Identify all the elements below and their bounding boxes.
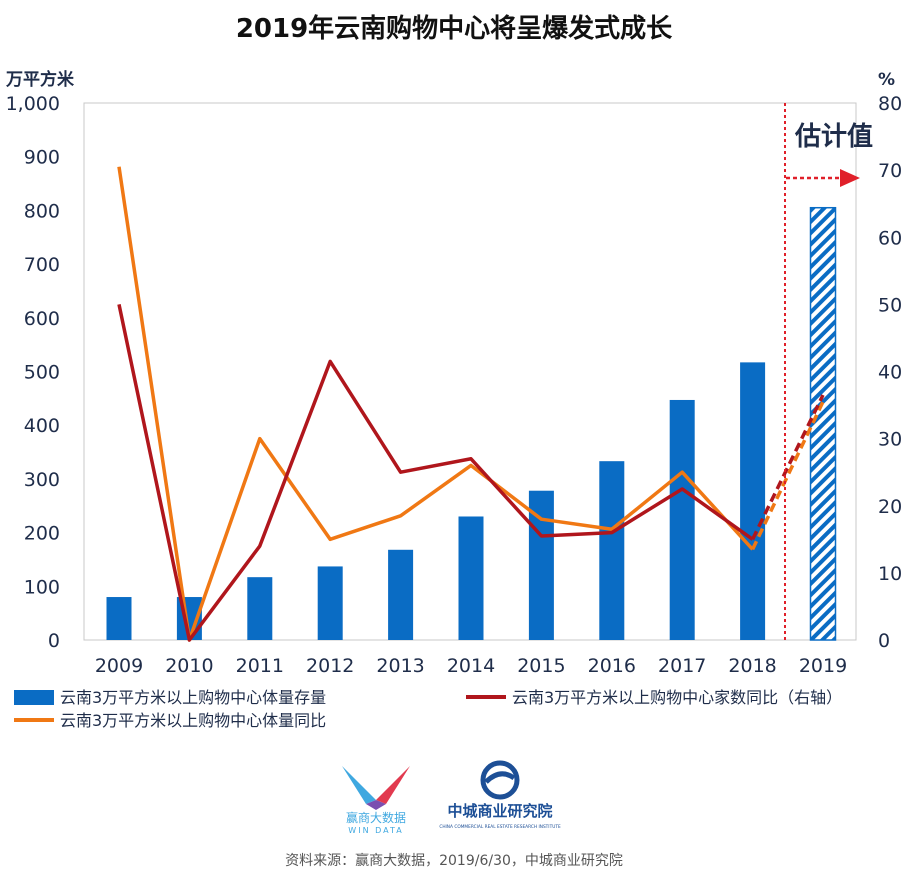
bar	[247, 577, 273, 640]
legend-label-area: 云南3万平方米以上购物中心体量同比	[60, 711, 327, 730]
x-tick-label: 2010	[165, 655, 213, 677]
line-area-yoy	[117, 166, 754, 642]
y-left-tick-label: 700	[24, 254, 60, 276]
bar	[106, 597, 132, 640]
x-tick-label: 2014	[447, 655, 495, 677]
zhongcheng-logo-en: CHINA COMMERCIAL REAL ESTATE RESEARCH IN…	[439, 824, 561, 830]
y-right-tick-label: 0	[878, 630, 890, 652]
y-right-tick-label: 10	[878, 563, 902, 585]
legend-item-area-line: 云南3万平方米以上购物中心体量同比	[14, 707, 326, 731]
legend-swatch-bar	[14, 690, 54, 705]
bar	[740, 362, 766, 640]
y-left-tick-label: 1,000	[6, 93, 60, 115]
zhongcheng-logo-cn: 中城商业研究院	[447, 802, 552, 820]
bar	[528, 490, 554, 640]
legend-swatch-area	[14, 718, 54, 722]
bar	[458, 516, 484, 640]
y-left-tick-label: 0	[48, 630, 60, 652]
line-count-yoy-estimate	[751, 394, 825, 541]
y-left-tick-label: 900	[24, 147, 60, 169]
y-left-unit: 万平方米	[5, 69, 75, 90]
legend-swatch-count	[466, 695, 506, 699]
x-tick-label: 2016	[588, 655, 636, 677]
y-right-tick-label: 20	[878, 496, 902, 518]
y-left-axis: 0 100 200 300 400 500 600 700 800 900 1,000	[6, 93, 60, 652]
y-right-tick-label: 80	[878, 93, 902, 115]
x-tick-label: 2015	[517, 655, 565, 677]
bar-series	[106, 206, 837, 641]
y-left-tick-label: 200	[24, 523, 60, 545]
x-tick-label: 2013	[376, 655, 424, 677]
y-left-tick-label: 600	[24, 308, 60, 330]
y-right-unit: %	[878, 70, 895, 90]
x-tick-label: 2017	[658, 655, 706, 677]
line-series	[117, 166, 825, 642]
x-tick-label: 2018	[728, 655, 776, 677]
bar	[317, 566, 343, 640]
x-tick-label: 2019	[799, 655, 847, 677]
y-right-tick-label: 30	[878, 429, 902, 451]
win-data-logo: 赢商大数据 WIN DATA	[342, 766, 410, 835]
y-right-tick-label: 40	[878, 362, 902, 384]
chart-title: 2019年云南购物中心将呈爆发式成长	[235, 14, 673, 44]
legend-label-count: 云南3万平方米以上购物中心家数同比（右轴）	[512, 688, 843, 707]
x-tick-label: 2012	[306, 655, 354, 677]
estimate-label: 估计值	[794, 122, 873, 152]
bar	[669, 399, 695, 640]
source-note: 资料来源：赢商大数据，2019/6/30，中城商业研究院	[285, 853, 623, 869]
legend-label-bar: 云南3万平方米以上购物中心体量存量	[60, 688, 327, 707]
y-right-tick-label: 60	[878, 227, 902, 249]
bar	[388, 549, 414, 640]
y-left-tick-label: 800	[24, 200, 60, 222]
chart: 万平方米 % 01002003004005006007008009001,000…	[5, 69, 902, 677]
line-count-yoy	[117, 304, 754, 642]
bar	[599, 461, 625, 640]
estimate-arrow-head	[840, 169, 860, 187]
x-tick-label: 2009	[95, 655, 143, 677]
y-right-tick-label: 50	[878, 294, 902, 316]
x-tick-label: 2011	[236, 655, 284, 677]
zhongcheng-logo: 中城商业研究院 CHINA COMMERCIAL REAL ESTATE RES…	[439, 760, 561, 830]
legend-item-count-line: 云南3万平方米以上购物中心家数同比（右轴）	[466, 684, 842, 708]
y-left-tick-label: 400	[24, 415, 60, 437]
y-right-tick-label: 70	[878, 160, 902, 182]
bar-estimated	[809, 206, 837, 641]
y-left-tick-label: 500	[24, 362, 60, 384]
y-left-tick-label: 300	[24, 469, 60, 491]
win-data-logo-cn: 赢商大数据	[346, 810, 406, 825]
win-data-logo-en: WIN DATA	[348, 826, 403, 835]
legend-item-bar: 云南3万平方米以上购物中心体量存量	[14, 684, 326, 708]
y-right-axis: 0 10 20 30 40 50 60 70 80	[878, 93, 902, 652]
y-left-tick-label: 100	[24, 576, 60, 598]
x-axis: 2009 2010 2011 2012 2013 2014 2015 2016 2017 2018…	[95, 655, 847, 677]
